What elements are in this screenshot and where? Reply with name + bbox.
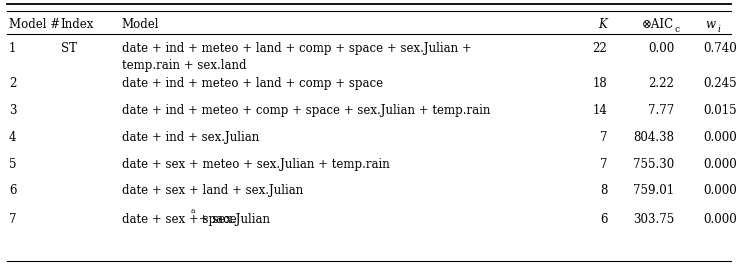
Text: 0.740: 0.740 bbox=[703, 42, 737, 55]
Text: 2.22: 2.22 bbox=[649, 77, 675, 90]
Text: 3: 3 bbox=[9, 104, 16, 117]
Text: 0.000: 0.000 bbox=[703, 131, 737, 144]
Text: date + ind + meteo + land + comp + space: date + ind + meteo + land + comp + space bbox=[122, 77, 383, 90]
Text: date + sex + land + sex.Julian: date + sex + land + sex.Julian bbox=[122, 185, 303, 197]
Text: 759.01: 759.01 bbox=[633, 185, 675, 197]
Text: 0.000: 0.000 bbox=[703, 185, 737, 197]
Text: 5: 5 bbox=[9, 158, 16, 171]
Text: 7: 7 bbox=[9, 213, 16, 226]
Text: 1: 1 bbox=[9, 42, 16, 55]
Text: c: c bbox=[675, 24, 680, 34]
Text: a: a bbox=[190, 207, 195, 215]
Text: 303.75: 303.75 bbox=[633, 213, 675, 226]
Text: 7.77: 7.77 bbox=[648, 104, 675, 117]
Text: 8: 8 bbox=[600, 185, 607, 197]
Text: + sex.Julian: + sex.Julian bbox=[196, 213, 270, 226]
Text: i: i bbox=[717, 24, 720, 34]
Text: temp.rain + sex.land: temp.rain + sex.land bbox=[122, 59, 246, 72]
Text: 7: 7 bbox=[600, 131, 607, 144]
Text: 18: 18 bbox=[593, 77, 607, 90]
Text: 22: 22 bbox=[593, 42, 607, 55]
Text: 2: 2 bbox=[9, 77, 16, 90]
Text: date + sex + meteo + sex.Julian + temp.rain: date + sex + meteo + sex.Julian + temp.r… bbox=[122, 158, 390, 171]
Text: ⊗AIC: ⊗AIC bbox=[642, 18, 675, 31]
Text: 0.015: 0.015 bbox=[703, 104, 737, 117]
Text: 0.00: 0.00 bbox=[648, 42, 675, 55]
Text: 0.245: 0.245 bbox=[703, 77, 737, 90]
Text: Index: Index bbox=[61, 18, 94, 31]
Text: Model #: Model # bbox=[9, 18, 60, 31]
Text: 7: 7 bbox=[600, 158, 607, 171]
Text: w: w bbox=[706, 18, 716, 31]
Text: date + ind + meteo + land + comp + space + sex.Julian +: date + ind + meteo + land + comp + space… bbox=[122, 42, 472, 55]
Text: 0.000: 0.000 bbox=[703, 158, 737, 171]
Text: 6: 6 bbox=[9, 185, 16, 197]
Text: 14: 14 bbox=[593, 104, 607, 117]
Text: 0.000: 0.000 bbox=[703, 213, 737, 226]
Text: ST: ST bbox=[61, 42, 77, 55]
Text: 6: 6 bbox=[600, 213, 607, 226]
Text: date + ind + meteo + comp + space + sex.Julian + temp.rain: date + ind + meteo + comp + space + sex.… bbox=[122, 104, 490, 117]
Text: date + ind + sex.Julian: date + ind + sex.Julian bbox=[122, 131, 259, 144]
Text: date + sex + space: date + sex + space bbox=[122, 213, 236, 226]
Text: 4: 4 bbox=[9, 131, 16, 144]
Text: 804.38: 804.38 bbox=[633, 131, 675, 144]
Text: K: K bbox=[599, 18, 607, 31]
Text: 755.30: 755.30 bbox=[633, 158, 675, 171]
Text: Model: Model bbox=[122, 18, 159, 31]
